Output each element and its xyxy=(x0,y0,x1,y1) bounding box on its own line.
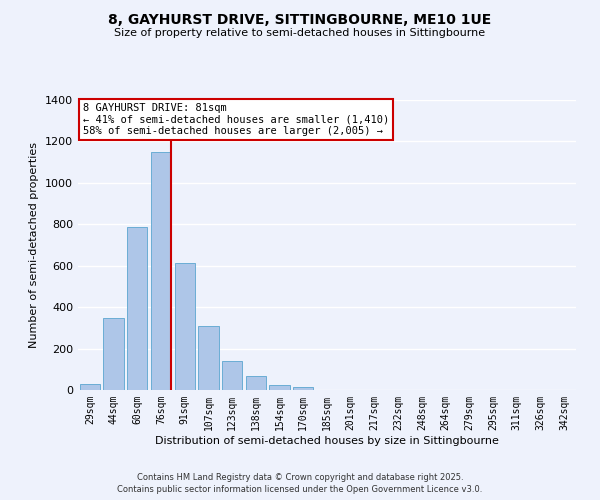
Bar xyxy=(199,326,218,390)
Bar xyxy=(293,387,313,390)
Text: Contains public sector information licensed under the Open Government Licence v3: Contains public sector information licen… xyxy=(118,485,482,494)
X-axis label: Distribution of semi-detached houses by size in Sittingbourne: Distribution of semi-detached houses by … xyxy=(155,436,499,446)
Y-axis label: Number of semi-detached properties: Number of semi-detached properties xyxy=(29,142,40,348)
Bar xyxy=(175,262,195,390)
Text: 8, GAYHURST DRIVE, SITTINGBOURNE, ME10 1UE: 8, GAYHURST DRIVE, SITTINGBOURNE, ME10 1… xyxy=(109,12,491,26)
Text: Contains HM Land Registry data © Crown copyright and database right 2025.: Contains HM Land Registry data © Crown c… xyxy=(137,472,463,482)
Text: 8 GAYHURST DRIVE: 81sqm
← 41% of semi-detached houses are smaller (1,410)
58% of: 8 GAYHURST DRIVE: 81sqm ← 41% of semi-de… xyxy=(83,103,389,136)
Bar xyxy=(80,384,100,390)
Bar xyxy=(269,385,290,390)
Bar xyxy=(246,376,266,390)
Bar xyxy=(127,228,148,390)
Text: Size of property relative to semi-detached houses in Sittingbourne: Size of property relative to semi-detach… xyxy=(115,28,485,38)
Bar xyxy=(103,318,124,390)
Bar xyxy=(222,361,242,390)
Bar xyxy=(151,152,171,390)
